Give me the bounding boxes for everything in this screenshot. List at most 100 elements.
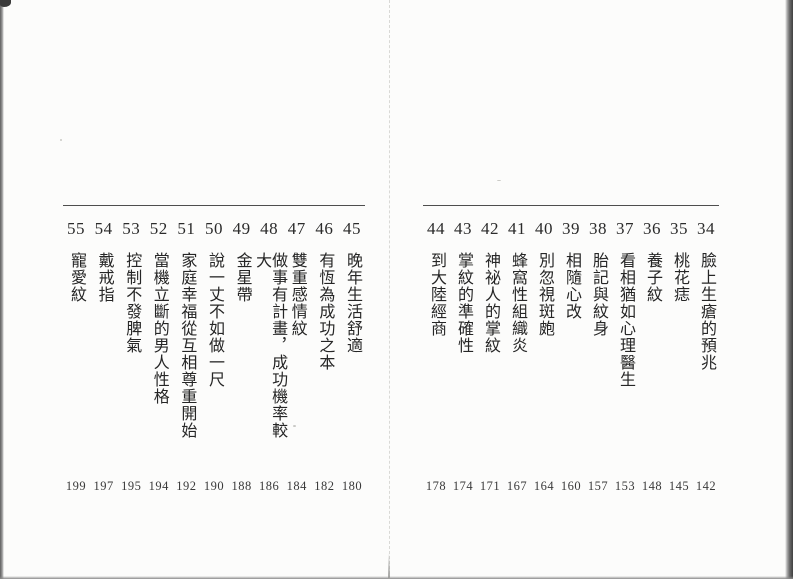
chapter-title: 臉上生瘡的預兆	[698, 252, 715, 371]
chapter-page-number: 157	[587, 479, 609, 493]
chapter-page-number: 167	[506, 479, 528, 493]
chapter-page-number: 145	[668, 479, 690, 493]
toc-entry: 38 胎記與紋身 157	[585, 206, 611, 494]
chapter-page-number: 186	[259, 479, 280, 493]
chapter-page-number: 153	[614, 479, 636, 493]
toc-entry: 52 當機立斷的男人性格 194	[146, 206, 172, 494]
chapter-title: 家庭幸福從互相尊重開始	[178, 252, 196, 439]
toc-entries-right: 34 臉上生瘡的預兆 142 35 桃花痣 145 36 養子紋 148 37 看相猶如心理醫生 15…	[423, 206, 719, 494]
chapter-page-number: 182	[314, 479, 335, 493]
chapter-page-number: 199	[65, 479, 87, 493]
page-gutter-mark	[388, 553, 390, 579]
chapter-number: 41	[508, 219, 526, 238]
chapter-number: 43	[454, 219, 472, 238]
chapter-page-number: 190	[203, 479, 225, 493]
toc-entry: 46 有恆為成功之本 182	[311, 206, 337, 494]
toc-entry: 44 到大陸經商 178	[423, 206, 449, 494]
toc-entry: 42 神祕人的掌紋 171	[477, 206, 503, 494]
chapter-number: 48	[260, 219, 279, 238]
toc-entry: 35 桃花痣 145	[666, 206, 692, 494]
toc-entry: 54 戴戒指 197	[91, 206, 117, 494]
toc-entry: 45 晚年生活舒適 180	[339, 206, 365, 494]
toc-rule-left	[63, 205, 365, 206]
chapter-page-number: 180	[341, 479, 363, 493]
scan-edge-left	[0, 0, 4, 579]
toc-entry: 47 雙重感情紋 184	[284, 206, 310, 494]
scan-edge-right	[785, 0, 793, 579]
chapter-page-number: 194	[148, 479, 169, 493]
toc-page-right: 34 臉上生瘡的預兆 142 35 桃花痣 145 36 養子紋 148 37 看相猶如心理醫生 15…	[423, 205, 719, 495]
toc-entries-left: 45 晚年生活舒適 180 46 有恆為成功之本 182 47 雙重感情紋 184 48 做事有計畫…	[63, 206, 365, 494]
toc-entry: 48 做事有計畫，成功機率較大 186	[253, 206, 287, 494]
chapter-title: 桃花痣	[671, 252, 688, 303]
chapter-page-number: 197	[93, 479, 114, 493]
toc-entry: 37 看相猶如心理醫生 153	[612, 206, 638, 494]
chapter-page-number: 174	[452, 479, 474, 493]
chapter-title: 有恆為成功之本	[316, 252, 334, 371]
chapter-title: 說一丈不如做一尺	[205, 252, 223, 388]
toc-entry: 49 金星帶 188	[229, 206, 255, 494]
chapter-title: 金星帶	[233, 252, 251, 303]
chapter-title: 相隨心改	[563, 252, 580, 320]
chapter-number: 40	[535, 219, 553, 238]
chapter-number: 35	[670, 219, 688, 238]
chapter-number: 44	[427, 219, 445, 238]
chapter-page-number: 178	[425, 479, 447, 493]
chapter-title: 別忽視斑皰	[536, 252, 553, 337]
toc-entry: 55 寵愛紋 199	[63, 206, 89, 494]
chapter-number: 52	[149, 219, 168, 238]
chapter-number: 37	[616, 219, 634, 238]
toc-entry: 51 家庭幸福從互相尊重開始 192	[173, 206, 199, 494]
chapter-title: 戴戒指	[95, 252, 113, 303]
scan-edge-bottom	[0, 576, 793, 579]
chapter-number: 34	[697, 219, 715, 238]
chapter-number: 38	[589, 219, 607, 238]
chapter-number: 55	[67, 219, 85, 238]
chapter-title: 看相猶如心理醫生	[617, 252, 634, 388]
chapter-page-number: 171	[479, 479, 501, 493]
chapter-title: 神祕人的掌紋	[482, 252, 499, 354]
chapter-number: 53	[122, 219, 141, 238]
chapter-title: 寵愛紋	[68, 252, 85, 303]
toc-rule-right	[423, 205, 719, 206]
chapter-title: 胎記與紋身	[590, 252, 607, 337]
chapter-number: 49	[232, 219, 251, 238]
chapter-title: 雙重感情紋	[288, 252, 306, 337]
chapter-number: 51	[177, 219, 196, 238]
toc-entry: 34 臉上生瘡的預兆 142	[693, 206, 719, 494]
chapter-title: 掌紋的準確性	[455, 252, 472, 354]
chapter-page-number: 188	[231, 479, 252, 493]
scan-speck	[60, 139, 62, 141]
chapter-number: 45	[342, 219, 361, 238]
chapter-number: 50	[204, 219, 223, 238]
chapter-page-number: 164	[533, 479, 555, 493]
chapter-title: 養子紋	[644, 252, 661, 303]
toc-entry: 43 掌紋的準確性 174	[450, 206, 476, 494]
chapter-title: 做事有計畫，成功機率較大	[253, 252, 287, 439]
chapter-number: 54	[94, 219, 113, 238]
scan-speck	[497, 180, 501, 181]
toc-entry: 39 相隨心改 160	[558, 206, 584, 494]
chapter-page-number: 160	[560, 479, 582, 493]
toc-entry: 53 控制不發脾氣 195	[118, 206, 144, 494]
page-gutter-line	[389, 0, 390, 579]
chapter-number: 39	[562, 219, 580, 238]
chapter-page-number: 142	[695, 479, 717, 493]
chapter-title: 當機立斷的男人性格	[150, 252, 168, 405]
chapter-page-number: 192	[176, 479, 197, 493]
chapter-number: 46	[315, 219, 334, 238]
chapter-page-number: 184	[286, 479, 307, 493]
chapter-page-number: 195	[121, 479, 142, 493]
scan-corner-mark	[0, 0, 11, 7]
chapter-title: 蜂窩性組織炎	[509, 252, 526, 354]
toc-entry: 50 說一丈不如做一尺 190	[201, 206, 227, 494]
toc-entry: 36 養子紋 148	[639, 206, 665, 494]
chapter-number: 47	[287, 219, 306, 238]
chapter-number: 42	[481, 219, 499, 238]
chapter-title: 晚年生活舒適	[343, 252, 361, 354]
chapter-page-number: 148	[641, 479, 663, 493]
toc-entry: 40 別忽視斑皰 164	[531, 206, 557, 494]
toc-entry: 41 蜂窩性組織炎 167	[504, 206, 530, 494]
chapter-title: 到大陸經商	[428, 252, 445, 337]
